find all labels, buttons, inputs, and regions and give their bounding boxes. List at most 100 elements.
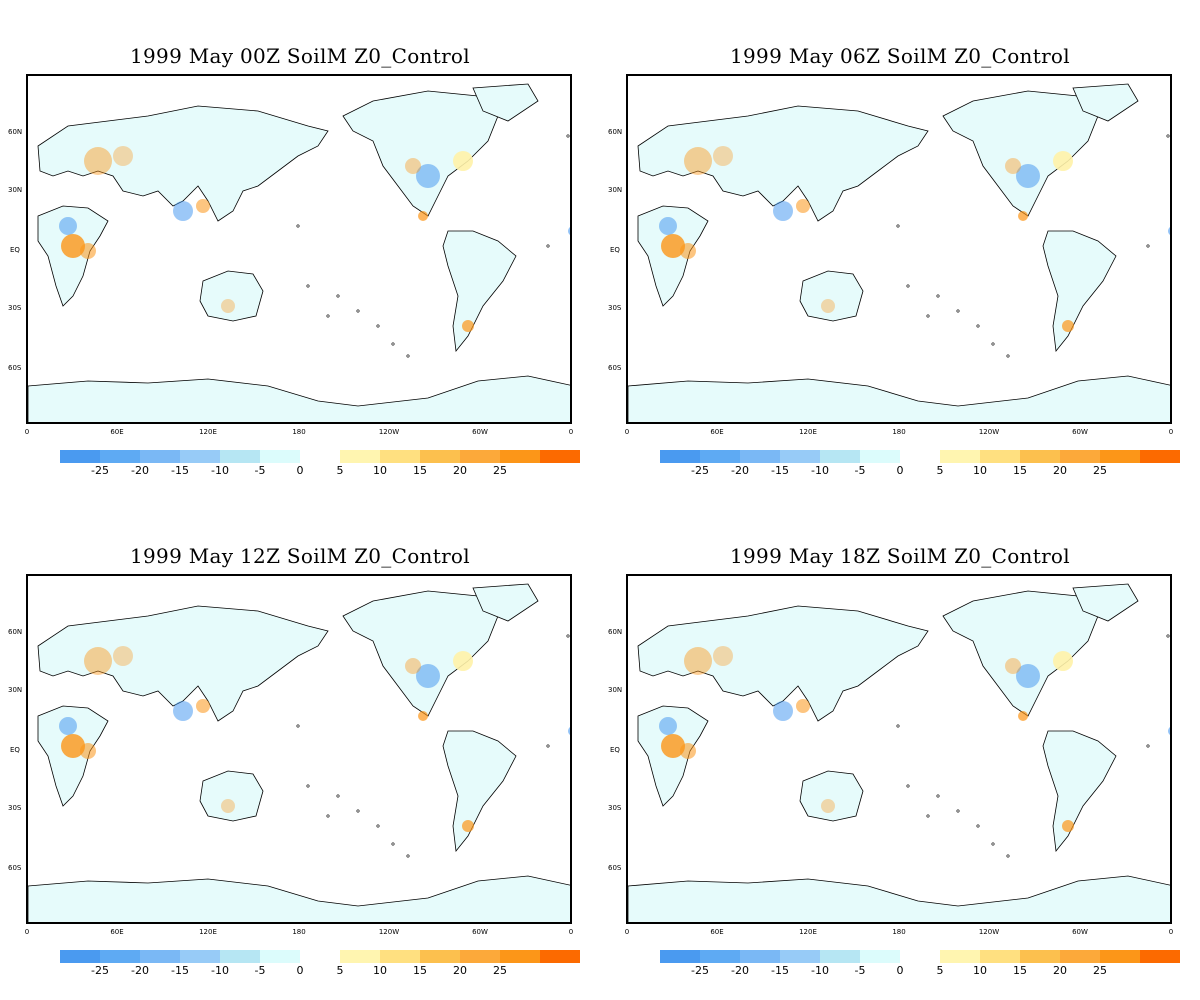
- lon-label-0: 0: [24, 928, 30, 936]
- lon-label-60e: 60E: [710, 928, 724, 936]
- landmass: [942, 90, 1099, 217]
- colorbar-swatch: [1140, 950, 1180, 963]
- landmass: [1042, 230, 1117, 352]
- colorbar-swatch: [540, 950, 580, 963]
- island: [1166, 634, 1170, 638]
- colorbar-label: -5: [254, 964, 266, 977]
- colorbar-label: 25: [493, 964, 507, 977]
- lat-label-eq: EQ: [610, 746, 620, 754]
- anomaly-blob: [1018, 211, 1028, 221]
- island: [336, 794, 340, 798]
- anomaly-blob: [462, 320, 474, 332]
- landmass: [37, 605, 329, 722]
- lat-label-60n: 60N: [8, 128, 23, 136]
- island: [376, 824, 380, 828]
- map-panel-06z: 1999 May 06Z SoilM Z0_Control 60N 30N EQ…: [600, 0, 1200, 500]
- anomaly-blob: [1062, 320, 1074, 332]
- lat-label-30n: 30N: [8, 186, 23, 194]
- island: [566, 634, 570, 638]
- colorbar-label: 15: [413, 464, 427, 477]
- anomaly-blob: [418, 711, 428, 721]
- colorbar-swatch: [940, 950, 980, 963]
- lon-label-180: 180: [892, 928, 906, 936]
- lon-label-120e: 120E: [199, 428, 217, 436]
- anomaly-blob: [416, 664, 440, 688]
- lon-label-120e: 120E: [199, 928, 217, 936]
- island: [906, 784, 910, 788]
- landmass: [942, 590, 1099, 717]
- lat-label-60n: 60N: [608, 628, 623, 636]
- lon-label-60e: 60E: [110, 428, 124, 436]
- lon-label-60e: 60E: [710, 428, 724, 436]
- lat-label-60n: 60N: [8, 628, 23, 636]
- colorbar-negative: [660, 450, 900, 463]
- colorbar-swatch: [220, 950, 260, 963]
- colorbar-swatch: [1140, 450, 1180, 463]
- island: [956, 809, 960, 813]
- colorbar-swatch: [1020, 450, 1060, 463]
- island: [896, 724, 900, 728]
- island: [306, 784, 310, 788]
- colorbar-label: -15: [771, 964, 789, 977]
- map-panel-12z: 1999 May 12Z SoilM Z0_Control 60N 30N EQ…: [0, 500, 600, 1000]
- island: [1166, 134, 1170, 138]
- lat-label-60n: 60N: [608, 128, 623, 136]
- lat-label-30n: 30N: [8, 686, 23, 694]
- anomaly-blob: [80, 743, 96, 759]
- anomaly-blob: [821, 299, 835, 313]
- lon-label-60e: 60E: [110, 928, 124, 936]
- anomaly-blob: [661, 734, 685, 758]
- anomaly-blob: [462, 820, 474, 832]
- landmass: [342, 590, 499, 717]
- anomaly-blob: [568, 727, 570, 735]
- landmass: [628, 375, 1170, 422]
- anomaly-blob: [84, 647, 112, 675]
- island: [326, 814, 330, 818]
- island: [936, 794, 940, 798]
- lat-label-30n: 30N: [608, 186, 623, 194]
- island: [356, 309, 360, 313]
- island: [956, 309, 960, 313]
- island: [566, 134, 570, 138]
- map-frame: [26, 74, 572, 424]
- anomaly-blob: [405, 658, 421, 674]
- island: [906, 284, 910, 288]
- colorbar-label: 25: [1093, 964, 1107, 977]
- anomaly-blob: [684, 647, 712, 675]
- island: [1146, 244, 1150, 248]
- lon-label-120e: 120E: [799, 428, 817, 436]
- colorbar-label: 20: [453, 964, 467, 977]
- lon-label-0: 0: [624, 428, 630, 436]
- island: [546, 244, 550, 248]
- island: [406, 854, 410, 858]
- landmass: [1072, 83, 1139, 122]
- colorbar-label: 15: [1013, 464, 1027, 477]
- colorbar-label: -5: [854, 464, 866, 477]
- anomaly-blob: [173, 701, 193, 721]
- colorbar-swatch: [100, 450, 140, 463]
- lon-label-180: 180: [292, 928, 306, 936]
- colorbar-label: 20: [1053, 964, 1067, 977]
- map-frame: [626, 574, 1172, 924]
- anomaly-blob: [773, 201, 793, 221]
- colorbar-swatch: [340, 450, 380, 463]
- lon-label-120w: 120W: [978, 428, 1000, 436]
- colorbar-label: 5: [936, 464, 944, 477]
- lon-label-60w: 60W: [472, 428, 488, 436]
- colorbar-label: -20: [731, 464, 749, 477]
- anomaly-blob: [1016, 664, 1040, 688]
- colorbar-label: -15: [171, 464, 189, 477]
- colorbar-swatch: [780, 450, 820, 463]
- anomaly-blob: [1168, 227, 1170, 235]
- anomaly-blob: [61, 734, 85, 758]
- island: [356, 809, 360, 813]
- anomaly-blob: [59, 717, 77, 735]
- landmass: [472, 83, 539, 122]
- colorbar-label: 0: [296, 464, 304, 477]
- anomaly-blob: [773, 701, 793, 721]
- island: [926, 814, 930, 818]
- colorbar-label: -5: [254, 464, 266, 477]
- colorbar-swatch: [660, 450, 700, 463]
- island: [306, 284, 310, 288]
- lon-label-60w: 60W: [472, 928, 488, 936]
